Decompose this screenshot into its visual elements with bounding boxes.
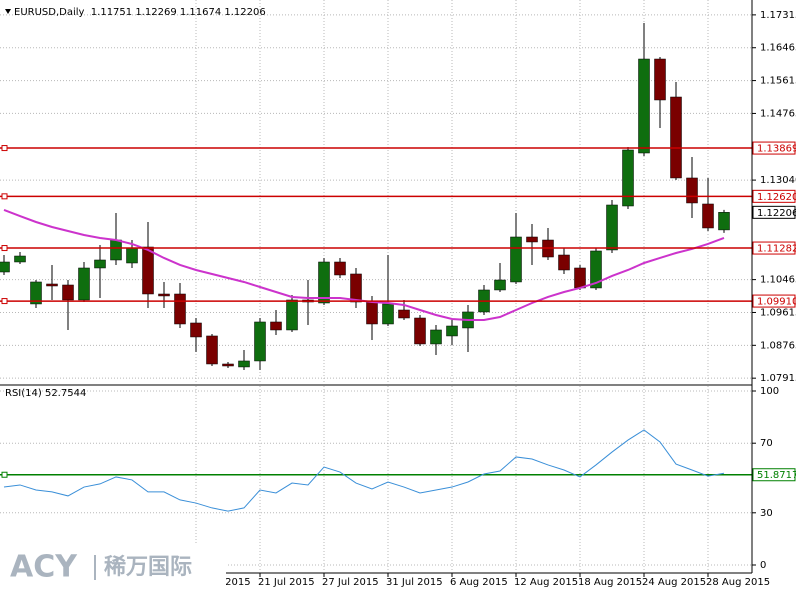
level-label-box — [752, 468, 796, 482]
candle-body — [382, 303, 394, 325]
candle-body — [190, 322, 202, 338]
candle-body — [174, 293, 186, 325]
level-handle — [1, 298, 8, 305]
candle-body — [222, 363, 234, 367]
x-tick-label: 24 Aug 2015 — [642, 577, 706, 588]
candle-body — [30, 281, 42, 305]
level-handle — [1, 145, 8, 152]
y-tick-label: 1.15615 — [760, 76, 796, 87]
watermark-brand: ACY — [10, 550, 78, 585]
candle-body — [590, 250, 602, 289]
x-tick-label: 28 Aug 2015 — [706, 577, 770, 588]
current-price-label: 1.12206 — [757, 208, 796, 219]
x-tick-label: 6 Aug 2015 — [450, 577, 508, 588]
x-tick-label: 21 Jul 2015 — [258, 577, 315, 588]
candle-body — [686, 177, 698, 204]
candle-body — [510, 236, 522, 283]
candle-body — [286, 299, 298, 331]
y-tick-label: 1.14765 — [760, 108, 796, 119]
rsi-title: RSI(14) 52.7544 — [5, 388, 86, 399]
candle-body — [350, 273, 362, 303]
candle-body — [78, 267, 90, 301]
y-tick-label: 1.16465 — [760, 43, 796, 54]
x-tick-label: 12 Aug 2015 — [514, 577, 578, 588]
y-tick-label: 1.08765 — [760, 340, 796, 351]
y-tick-label: 1.17315 — [760, 10, 796, 21]
candle-body — [94, 259, 106, 269]
y-tick-label: 100 — [760, 386, 779, 397]
y-tick-label: 1.09615 — [760, 307, 796, 318]
candle-body — [46, 283, 58, 287]
level-label: 51.8717 — [757, 470, 796, 481]
candle-body — [238, 360, 250, 368]
candle-body — [494, 279, 506, 291]
candle-body — [270, 321, 282, 331]
y-tick-label: 0 — [760, 560, 766, 571]
candle-body — [110, 239, 122, 261]
candle-body — [670, 96, 682, 179]
candle-body — [0, 261, 10, 273]
candle-body — [446, 325, 458, 337]
candle-body — [398, 309, 410, 319]
level-label: 1.12620 — [757, 192, 796, 203]
level-handle — [1, 471, 8, 478]
candle-body — [334, 261, 346, 276]
candle-body — [558, 254, 570, 271]
x-tick-label: 31 Jul 2015 — [386, 577, 443, 588]
candle-body — [254, 321, 266, 362]
level-label: 1.13869 — [757, 144, 796, 155]
candle-body — [126, 247, 138, 264]
x-tick-label: 18 Aug 2015 — [578, 577, 642, 588]
level-label-box — [752, 294, 796, 308]
candle-body — [574, 267, 586, 289]
candle-body — [366, 301, 378, 325]
candle-body — [206, 335, 218, 365]
candle-body — [158, 293, 170, 297]
candle-body — [718, 212, 730, 231]
candle-body — [654, 58, 666, 101]
y-tick-label: 1.13040 — [760, 175, 796, 186]
candle-body — [606, 204, 618, 251]
candle-body — [638, 58, 650, 154]
chart-title: EURUSD,Daily 1.11751 1.12269 1.11674 1.1… — [14, 7, 266, 18]
level-handle — [1, 245, 8, 252]
candle-body — [142, 246, 154, 295]
y-tick-label: 30 — [760, 508, 773, 519]
level-label: 1.09910 — [757, 297, 796, 308]
candle-body — [622, 149, 634, 207]
candle-body — [702, 203, 714, 229]
candle-body — [526, 236, 538, 243]
level-label-box — [752, 141, 796, 155]
candle-body — [14, 255, 26, 263]
level-handle — [1, 193, 8, 200]
candle-body — [62, 284, 74, 301]
y-tick-label: 70 — [760, 438, 773, 449]
watermark-chinese: 稀万国际 — [104, 554, 192, 580]
level-label-box — [752, 241, 796, 255]
candle-body — [414, 317, 426, 345]
candle-body — [318, 261, 330, 304]
y-tick-label: 1.10465 — [760, 275, 796, 286]
title-marker — [5, 9, 11, 14]
rsi-line — [3, 429, 725, 512]
current-price-box — [752, 205, 796, 219]
candle-body — [430, 329, 442, 345]
watermark-bg — [0, 545, 226, 591]
x-tick-label: 27 Jul 2015 — [322, 577, 379, 588]
y-tick-label: 1.07915 — [760, 373, 796, 384]
level-label: 1.11282 — [757, 244, 796, 255]
level-label-box — [752, 189, 796, 203]
